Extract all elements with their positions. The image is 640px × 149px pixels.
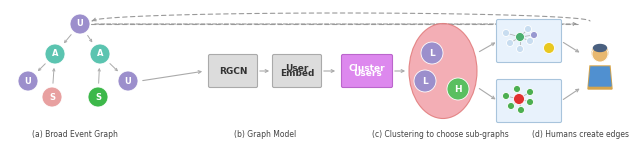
Circle shape xyxy=(513,86,520,93)
Circle shape xyxy=(513,94,525,104)
Text: L: L xyxy=(422,76,428,86)
Text: (b) Graph Model: (b) Graph Model xyxy=(234,130,296,139)
Circle shape xyxy=(531,31,538,38)
Polygon shape xyxy=(589,67,611,86)
Circle shape xyxy=(447,78,469,100)
Text: Users: Users xyxy=(353,69,381,78)
Circle shape xyxy=(515,32,525,42)
Circle shape xyxy=(516,45,524,52)
Text: U: U xyxy=(125,76,131,86)
Circle shape xyxy=(414,70,436,92)
Text: (c) Clustering to choose sub-graphs: (c) Clustering to choose sub-graphs xyxy=(372,130,508,139)
Circle shape xyxy=(591,44,609,62)
Circle shape xyxy=(70,14,90,34)
Circle shape xyxy=(90,44,110,64)
Text: Cluster: Cluster xyxy=(349,64,385,73)
Circle shape xyxy=(527,38,534,45)
Ellipse shape xyxy=(409,24,477,118)
Text: A: A xyxy=(52,49,58,59)
Circle shape xyxy=(502,93,509,100)
Circle shape xyxy=(527,89,534,96)
Circle shape xyxy=(525,25,531,32)
Text: User: User xyxy=(285,64,308,73)
Text: Embed: Embed xyxy=(280,69,314,78)
Text: (a) Broad Event Graph: (a) Broad Event Graph xyxy=(32,130,118,139)
Circle shape xyxy=(421,42,443,64)
FancyBboxPatch shape xyxy=(497,20,561,62)
Text: RGCN: RGCN xyxy=(219,66,247,76)
Text: L: L xyxy=(429,49,435,58)
Circle shape xyxy=(508,103,515,110)
FancyBboxPatch shape xyxy=(209,55,257,87)
FancyBboxPatch shape xyxy=(273,55,321,87)
Text: U: U xyxy=(24,76,31,86)
Ellipse shape xyxy=(593,45,607,52)
Circle shape xyxy=(45,44,65,64)
Polygon shape xyxy=(588,66,612,89)
Text: H: H xyxy=(454,84,462,94)
Circle shape xyxy=(527,98,534,105)
Text: S: S xyxy=(49,93,55,101)
Circle shape xyxy=(502,30,509,37)
Circle shape xyxy=(543,42,554,53)
FancyBboxPatch shape xyxy=(497,80,561,122)
Circle shape xyxy=(592,46,608,62)
Circle shape xyxy=(18,71,38,91)
FancyBboxPatch shape xyxy=(342,55,392,87)
Text: (d) Humans create edges: (d) Humans create edges xyxy=(531,130,628,139)
Circle shape xyxy=(42,87,62,107)
Text: S: S xyxy=(95,93,101,101)
Text: U: U xyxy=(77,20,83,28)
Text: A: A xyxy=(97,49,103,59)
Circle shape xyxy=(88,87,108,107)
Circle shape xyxy=(506,39,513,46)
Circle shape xyxy=(118,71,138,91)
Circle shape xyxy=(518,107,525,114)
